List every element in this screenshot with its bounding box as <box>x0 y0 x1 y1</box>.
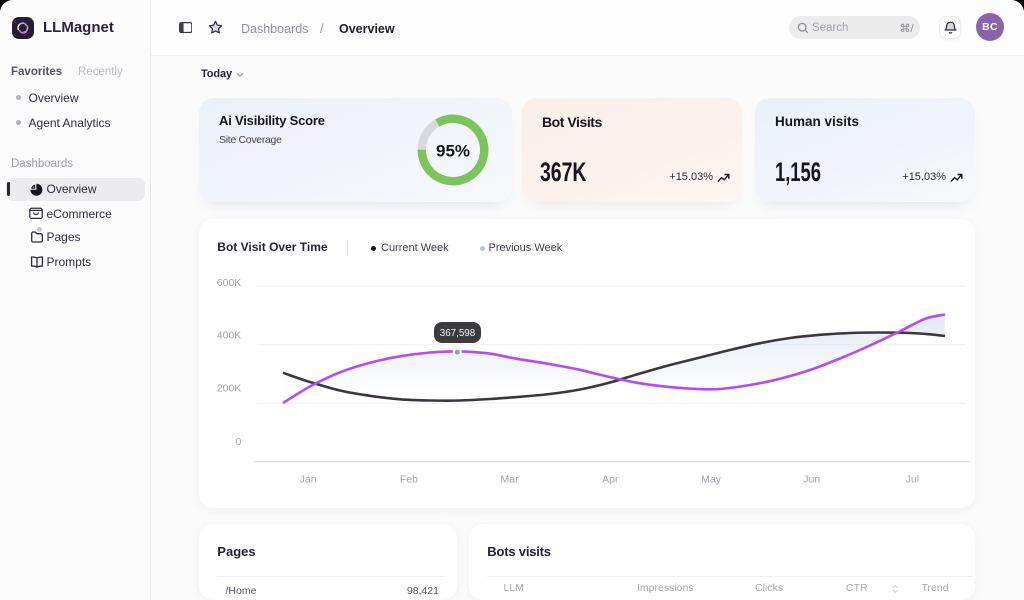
svg-text:600K: 600K <box>217 277 242 289</box>
svg-text:0: 0 <box>235 436 241 448</box>
svg-text:Mar: Mar <box>501 474 520 486</box>
svg-text:400K: 400K <box>217 330 242 342</box>
svg-text:May: May <box>701 474 722 486</box>
svg-text:95%: 95% <box>435 141 469 160</box>
svg-text:Jan: Jan <box>300 474 317 486</box>
svg-text:Apr: Apr <box>602 474 619 486</box>
svg-text:Jul: Jul <box>906 474 919 486</box>
svg-text:Jun: Jun <box>803 474 820 486</box>
svg-text:Feb: Feb <box>400 474 418 486</box>
svg-text:200K: 200K <box>217 383 242 395</box>
svg-text:367,598: 367,598 <box>440 328 476 339</box>
